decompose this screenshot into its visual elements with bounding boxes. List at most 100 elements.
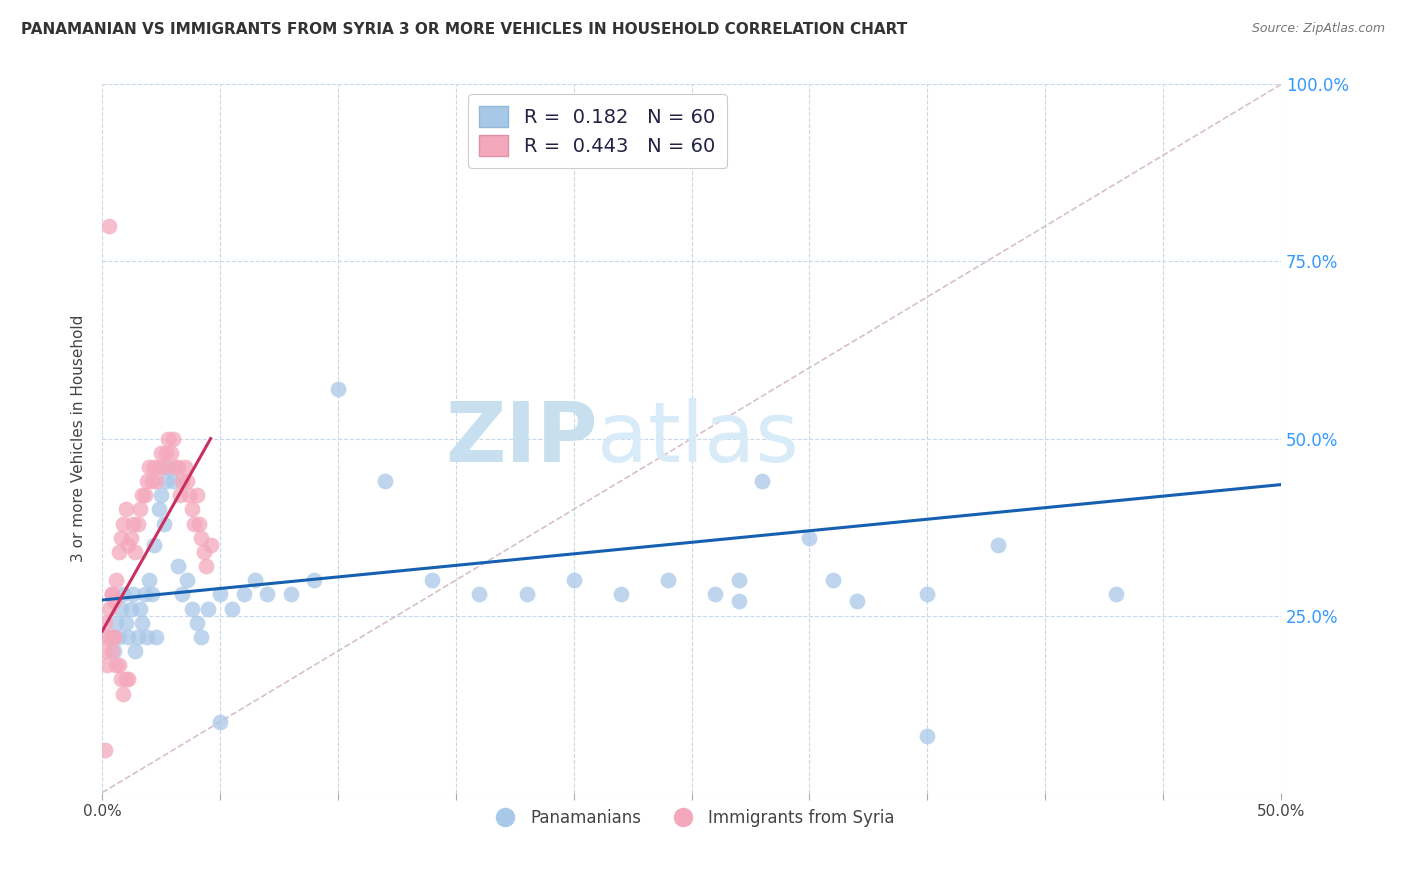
Point — [155, 474, 177, 488]
Point — [124, 644, 146, 658]
Point — [245, 573, 267, 587]
Point — [98, 219, 121, 233]
Point — [105, 658, 128, 673]
Point — [100, 644, 122, 658]
Text: PANAMANIAN VS IMMIGRANTS FROM SYRIA 3 OR MORE VEHICLES IN HOUSEHOLD CORRELATION : PANAMANIAN VS IMMIGRANTS FROM SYRIA 3 OR… — [21, 22, 907, 37]
Point — [232, 587, 254, 601]
Point — [193, 545, 215, 559]
Point — [374, 474, 396, 488]
Point — [186, 615, 208, 630]
Point — [190, 630, 212, 644]
Point — [136, 630, 159, 644]
Point — [280, 587, 302, 601]
Point — [166, 459, 188, 474]
Point — [152, 516, 174, 531]
Point — [799, 531, 821, 545]
Point — [120, 531, 142, 545]
Point — [120, 601, 142, 615]
Point — [917, 587, 939, 601]
Point — [110, 531, 132, 545]
Point — [155, 446, 177, 460]
Point — [172, 474, 194, 488]
Point — [165, 459, 187, 474]
Point — [420, 573, 443, 587]
Point — [727, 573, 749, 587]
Point — [105, 615, 128, 630]
Point — [114, 615, 136, 630]
Point — [845, 594, 868, 608]
Point — [162, 432, 184, 446]
Point — [103, 630, 125, 644]
Point — [190, 531, 212, 545]
Point — [117, 630, 139, 644]
Point — [179, 488, 201, 502]
Point — [93, 615, 115, 630]
Point — [112, 587, 135, 601]
Point — [610, 587, 633, 601]
Point — [100, 587, 122, 601]
Point — [166, 559, 188, 574]
Point — [148, 459, 170, 474]
Point — [100, 587, 122, 601]
Point — [112, 686, 135, 700]
Point — [221, 601, 243, 615]
Point — [209, 714, 232, 729]
Point — [176, 573, 198, 587]
Point — [110, 601, 132, 615]
Point — [112, 516, 135, 531]
Point — [145, 474, 167, 488]
Point — [103, 644, 125, 658]
Point — [917, 729, 939, 743]
Point — [114, 502, 136, 516]
Point — [304, 573, 326, 587]
Point — [103, 594, 125, 608]
Point — [117, 538, 139, 552]
Text: ZIP: ZIP — [444, 398, 598, 479]
Point — [197, 601, 219, 615]
Point — [134, 488, 156, 502]
Point — [326, 382, 349, 396]
Point — [107, 630, 129, 644]
Point — [516, 587, 538, 601]
Point — [200, 538, 222, 552]
Point — [98, 601, 121, 615]
Point — [180, 502, 202, 516]
Point — [162, 474, 184, 488]
Point — [131, 615, 153, 630]
Point — [150, 488, 173, 502]
Text: atlas: atlas — [598, 398, 799, 479]
Point — [821, 573, 844, 587]
Point — [96, 630, 118, 644]
Legend: Panamanians, Immigrants from Syria: Panamanians, Immigrants from Syria — [482, 803, 901, 834]
Point — [145, 630, 167, 644]
Point — [152, 459, 174, 474]
Point — [150, 446, 173, 460]
Point — [129, 502, 152, 516]
Point — [100, 630, 122, 644]
Point — [107, 658, 129, 673]
Y-axis label: 3 or more Vehicles in Household: 3 or more Vehicles in Household — [72, 315, 86, 562]
Point — [121, 516, 143, 531]
Point — [987, 538, 1010, 552]
Point — [127, 630, 149, 644]
Point — [143, 459, 166, 474]
Point — [114, 673, 136, 687]
Point — [187, 516, 209, 531]
Point — [727, 594, 749, 608]
Point — [751, 474, 773, 488]
Point — [136, 474, 159, 488]
Point — [129, 601, 152, 615]
Point — [98, 630, 121, 644]
Point — [562, 573, 585, 587]
Point — [159, 446, 181, 460]
Point — [1105, 587, 1128, 601]
Point — [173, 459, 195, 474]
Point — [172, 587, 194, 601]
Point — [127, 516, 149, 531]
Point — [180, 601, 202, 615]
Point — [704, 587, 727, 601]
Point — [105, 573, 128, 587]
Point — [186, 488, 208, 502]
Point — [93, 743, 115, 757]
Point — [194, 559, 217, 574]
